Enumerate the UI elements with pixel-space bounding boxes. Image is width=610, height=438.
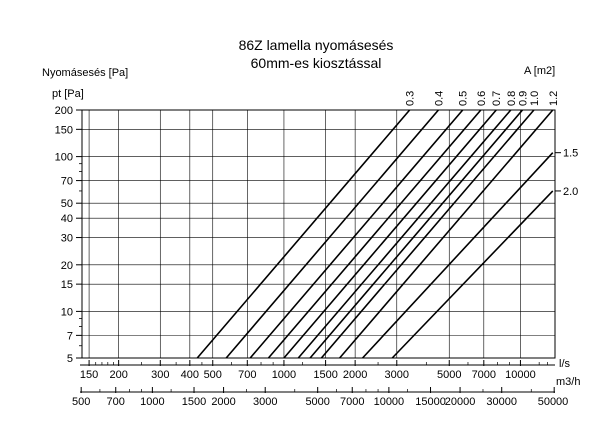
y-tick-label: 200: [55, 105, 73, 117]
y-tick-label: 20: [61, 260, 73, 272]
x-tick-label-ls: 400: [181, 369, 199, 381]
x-tick-label-ls: 300: [151, 369, 169, 381]
x-tick-label-m3h: 10000: [374, 396, 405, 408]
x-tick-label-m3h: 1000: [140, 396, 164, 408]
series-label-2-0: 2.0: [563, 186, 578, 198]
x-tick-label-m3h: 50000: [538, 396, 569, 408]
series-line-1-2: [339, 109, 554, 359]
x-tick-label-ls: 2000: [343, 369, 367, 381]
area-axis-label: A [m2]: [524, 65, 555, 77]
y-tick-label: 100: [55, 152, 73, 164]
y-tick-label: 7: [67, 330, 73, 342]
series-line-0-6: [267, 109, 482, 359]
x-unit-ls: l/s: [559, 358, 571, 370]
x-tick-label-m3h: 2000: [211, 396, 235, 408]
y-tick-label: 150: [55, 124, 73, 136]
series-label-0-3: 0.3: [405, 91, 417, 106]
x-tick-label-m3h: 20000: [445, 396, 476, 408]
series-line-0-3: [196, 109, 411, 359]
y-tick-label: 10: [61, 306, 73, 318]
series-label-1-2: 1.2: [548, 91, 560, 106]
series-label-0-7: 0.7: [491, 91, 503, 106]
x-tick-label-m3h: 1500: [182, 396, 206, 408]
series-line-1-5: [361, 152, 554, 359]
series-label-0-8: 0.8: [506, 91, 518, 106]
series-line-0-7: [283, 109, 497, 359]
grid: [81, 109, 556, 359]
series-line-2-0: [391, 190, 554, 359]
series-label-0-4: 0.4: [433, 91, 445, 106]
x-tick-label-ls: 3000: [385, 369, 409, 381]
x-tick-label-ls: 5000: [437, 369, 461, 381]
series-line-1-0: [320, 109, 535, 359]
x-tick-label-ls: 1000: [272, 369, 296, 381]
x-axis: 150 200 300 400 500 700 1000 1500 2000 3000 5000 70…: [72, 360, 568, 408]
x-tick-label-ls: 7000: [472, 369, 496, 381]
x-tick-label-m3h: 500: [72, 396, 90, 408]
x-tick-label-m3h: 5000: [305, 396, 329, 408]
y-tick-label: 40: [61, 213, 73, 225]
series-labels: 0.3 0.4 0.5 0.6 0.7 0.8 0.9 1.0 1.2 1.5 2.0: [405, 91, 579, 198]
series-line-0-9: [309, 109, 524, 359]
x-tick-label-m3h: 30000: [486, 396, 517, 408]
chart-title-line-1: 86Z lamella nyomásesés: [239, 37, 394, 53]
series-label-0-5: 0.5: [458, 91, 470, 106]
y-tick-label: 15: [61, 279, 73, 291]
y-unit-label: pt [Pa]: [52, 88, 84, 100]
x-tick-label-ls: 700: [238, 369, 256, 381]
y-tick-label: 5: [67, 353, 73, 365]
y-axis-label: Nyomásesés [Pa]: [42, 67, 128, 79]
x-tick-label-ls: 1500: [313, 369, 337, 381]
y-tick-label: 30: [61, 233, 73, 245]
y-tick-label: 70: [61, 176, 73, 188]
series-lines: [196, 109, 554, 359]
y-axis: 5 7 10 15 20 30 40 50 70 100 150 200: [55, 105, 82, 365]
series-label-1-0: 1.0: [529, 91, 541, 106]
x-tick-label-ls: 10000: [505, 369, 536, 381]
series-label-0-9: 0.9: [517, 91, 529, 106]
series-line-0-4: [225, 109, 440, 359]
y-tick-label: 50: [61, 198, 73, 210]
x-tick-label-m3h: 7000: [340, 396, 364, 408]
x-tick-label-ls: 500: [204, 369, 222, 381]
x-tick-label-m3h: 700: [107, 396, 125, 408]
series-line-0-5: [249, 109, 464, 359]
x-tick-label-m3h: 15000: [415, 396, 446, 408]
x-tick-label-m3h: 3000: [253, 396, 277, 408]
series-label-0-6: 0.6: [476, 91, 488, 106]
series-label-1-5: 1.5: [563, 148, 578, 160]
x-tick-label-ls: 200: [109, 369, 127, 381]
x-unit-m3h: m3/h: [556, 376, 580, 388]
x-tick-label-ls: 150: [80, 369, 98, 381]
chart-title-line-2: 60mm-es kiosztással: [251, 55, 382, 71]
series-line-0-8: [297, 109, 512, 359]
